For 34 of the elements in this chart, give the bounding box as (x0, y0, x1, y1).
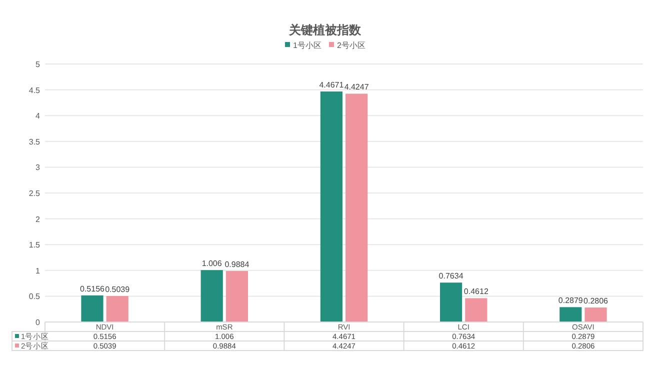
data-label: 0.9884 (224, 260, 250, 269)
y-tick-label: 2.5 (28, 189, 41, 198)
bar (226, 271, 248, 322)
y-tick-label: 5 (36, 60, 41, 69)
data-label: 0.5156 (80, 284, 106, 294)
bar (584, 308, 607, 322)
y-tick-label: 4.5 (28, 86, 41, 95)
bar (560, 307, 582, 322)
chart-title: 关键植被指数 (288, 23, 362, 37)
y-tick-label: 1.5 (28, 240, 41, 250)
bar (200, 270, 223, 322)
data-label: 0.5039 (105, 285, 130, 294)
data-label: 0.2806 (584, 296, 609, 306)
legend-label: 1号小区 (293, 41, 322, 50)
data-label: 4.4247 (344, 82, 370, 92)
data-label: 0.2879 (558, 296, 584, 306)
y-tick-label: 3 (36, 163, 41, 172)
data-label: 1.006 (202, 259, 222, 268)
data-label: 0.4612 (464, 287, 489, 296)
bar (320, 92, 342, 322)
bar (106, 296, 128, 322)
data-label: 0.7634 (438, 272, 464, 281)
bar (440, 282, 462, 322)
y-tick-label: 2 (36, 214, 41, 224)
data-label: 4.4671 (319, 80, 344, 90)
bar (346, 94, 368, 322)
y-tick-label: 0.5 (28, 292, 41, 302)
bar (81, 295, 104, 322)
y-tick-label: 4 (36, 112, 41, 121)
bar (465, 298, 488, 322)
y-tick-label: 0 (36, 318, 41, 327)
y-tick-label: 3.5 (28, 137, 41, 146)
y-tick-label: 1 (36, 266, 41, 276)
legend-label: 2号小区 (337, 41, 366, 50)
